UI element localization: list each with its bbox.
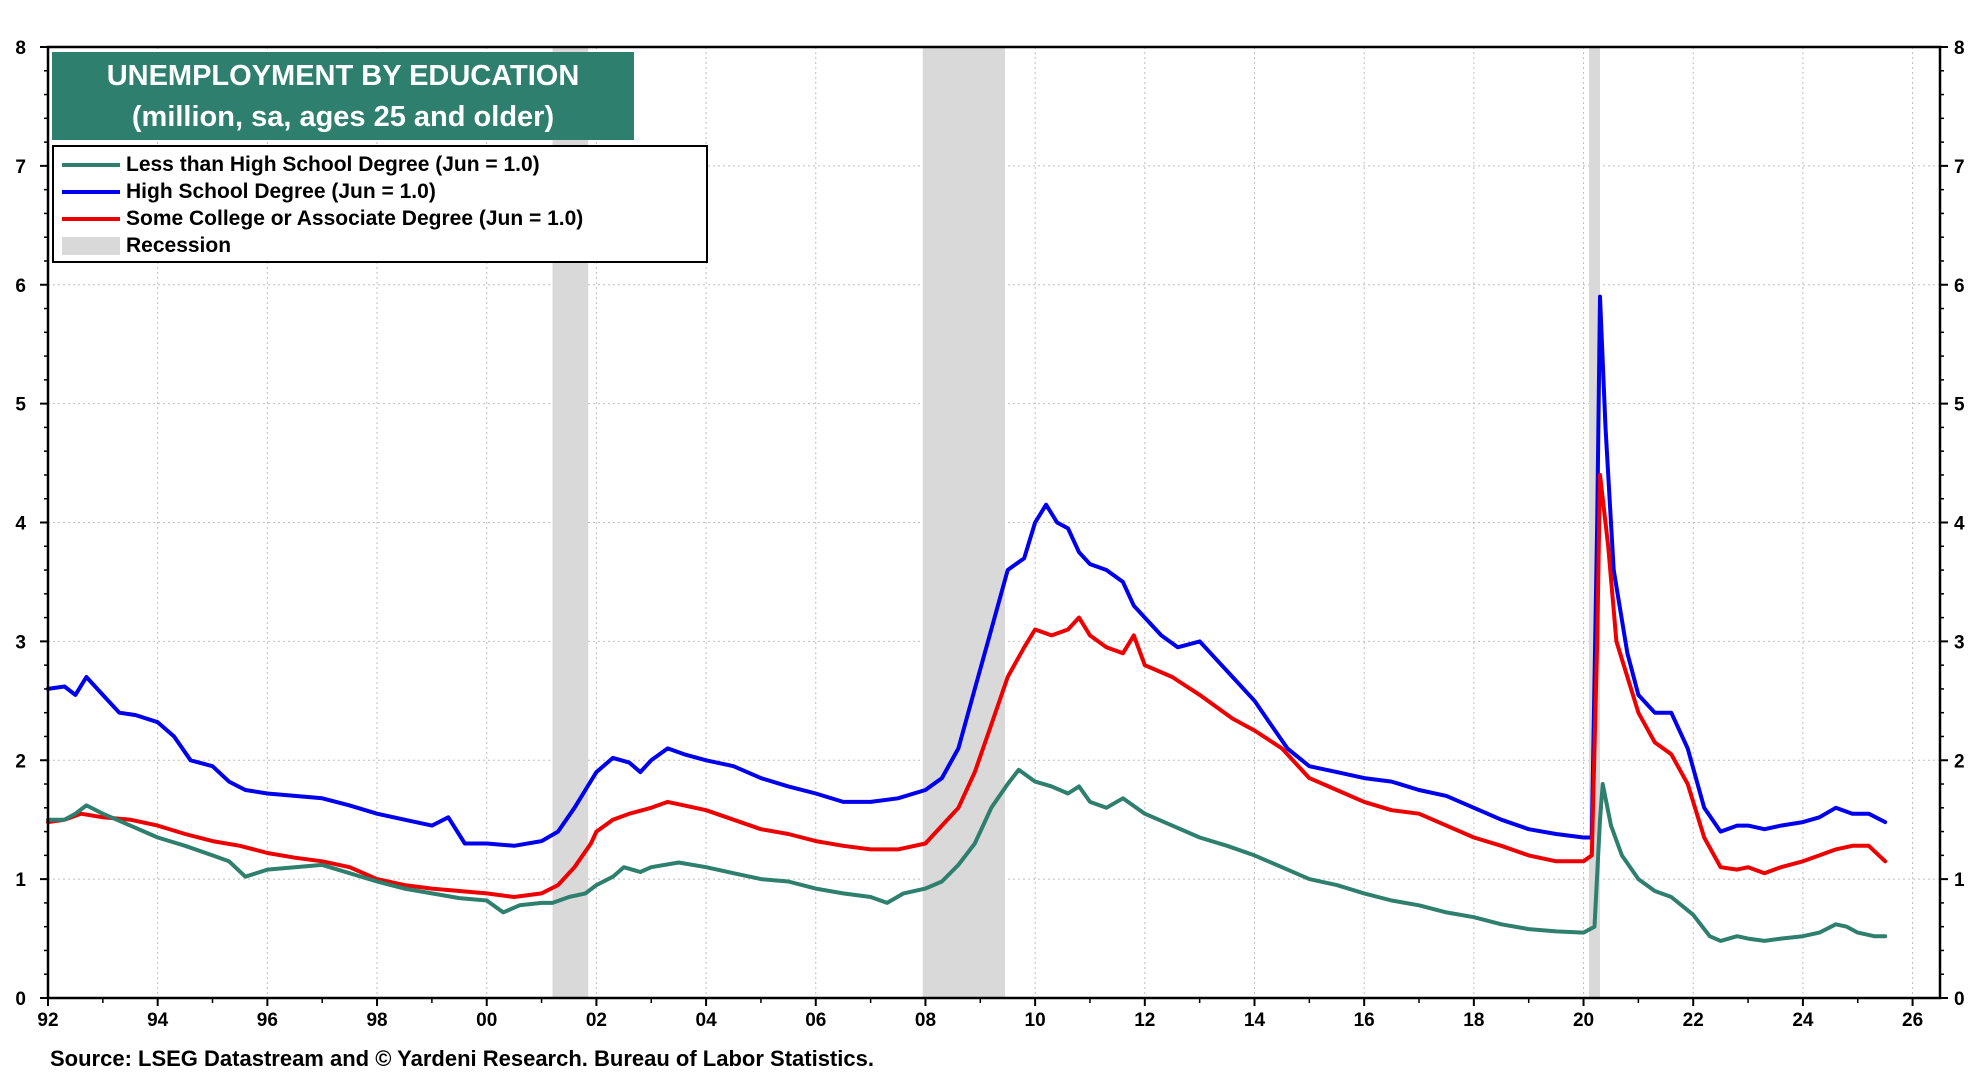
x-tick-label: 96	[257, 1010, 278, 1031]
y-tick-label-left: 7	[15, 157, 26, 178]
y-tick-label-right: 3	[1954, 632, 1965, 653]
y-tick-label-left: 5	[15, 395, 26, 416]
legend-label: Some College or Associate Degree (Jun = …	[126, 206, 584, 230]
y-tick-label-right: 0	[1954, 989, 1965, 1010]
x-tick-label: 92	[37, 1010, 58, 1031]
legend-swatch-less-than-high-school	[62, 162, 120, 167]
x-tick-label: 10	[1025, 1010, 1046, 1031]
legend-item-some-college: Some College or Associate Degree (Jun = …	[62, 205, 706, 232]
x-tick-label: 06	[805, 1010, 826, 1031]
legend-item-less-than-high-school: Less than High School Degree (Jun = 1.0)	[62, 151, 706, 178]
x-tick-label: 08	[915, 1010, 936, 1031]
y-tick-label-left: 4	[15, 514, 26, 535]
legend-swatch-some-college	[62, 216, 120, 221]
x-tick-label: 98	[366, 1010, 387, 1031]
legend-swatch-high-school	[62, 189, 120, 194]
chart-title-box: UNEMPLOYMENT BY EDUCATION (million, sa, …	[52, 52, 634, 140]
x-tick-label: 04	[696, 1010, 718, 1031]
y-tick-label-left: 1	[15, 870, 26, 891]
y-tick-label-right: 6	[1954, 276, 1965, 297]
series-line-0	[46, 767, 1888, 943]
legend-label: Recession	[126, 233, 232, 257]
x-tick-label: 18	[1463, 1010, 1484, 1031]
series-line-1	[46, 294, 1888, 848]
y-tick-label-left: 2	[15, 751, 26, 772]
x-tick-label: 20	[1573, 1010, 1594, 1031]
y-tick-label-right: 7	[1954, 157, 1965, 178]
y-tick-label-right: 8	[1954, 38, 1965, 59]
series-lines	[46, 294, 1888, 943]
recession-band	[922, 47, 1005, 998]
y-tick-label-left: 8	[15, 38, 26, 59]
x-tick-label: 02	[586, 1010, 607, 1031]
legend-item-high-school: High School Degree (Jun = 1.0)	[62, 178, 706, 205]
x-tick-label: 16	[1354, 1010, 1375, 1031]
source-note: Source: LSEG Datastream and © Yardeni Re…	[50, 1046, 874, 1071]
legend-item-recession: Recession	[62, 232, 706, 259]
legend-swatch-recession	[62, 236, 120, 255]
x-tick-label: 22	[1683, 1010, 1704, 1031]
recession-band	[1589, 47, 1600, 998]
y-tick-label-right: 5	[1954, 395, 1965, 416]
legend: Less than High School Degree (Jun = 1.0)…	[52, 145, 708, 263]
y-tick-label-left: 0	[15, 989, 26, 1010]
y-tick-label-right: 4	[1954, 514, 1965, 535]
x-tick-label: 00	[476, 1010, 497, 1031]
x-tick-label: 12	[1134, 1010, 1155, 1031]
y-tick-label-right: 2	[1954, 751, 1965, 772]
x-tick-label: 24	[1792, 1010, 1814, 1031]
chart-subtitle: (million, sa, ages 25 and older)	[131, 101, 555, 133]
y-tick-label-left: 3	[15, 632, 26, 653]
legend-label: High School Degree (Jun = 1.0)	[126, 179, 436, 203]
series-line-2	[46, 472, 1888, 899]
x-tick-label: 14	[1244, 1010, 1266, 1031]
x-tick-label: 26	[1902, 1010, 1923, 1031]
axes: 0 01 12 23 34 45 56 67 78 892 94 96 98 00 02 04 06 08 10 12…	[15, 38, 1965, 1031]
legend-label: Less than High School Degree (Jun = 1.0)	[126, 152, 540, 176]
y-tick-label-left: 6	[15, 276, 26, 297]
y-tick-label-right: 1	[1954, 870, 1965, 891]
chart-title: UNEMPLOYMENT BY EDUCATION	[106, 60, 580, 92]
x-tick-label: 94	[147, 1010, 169, 1031]
